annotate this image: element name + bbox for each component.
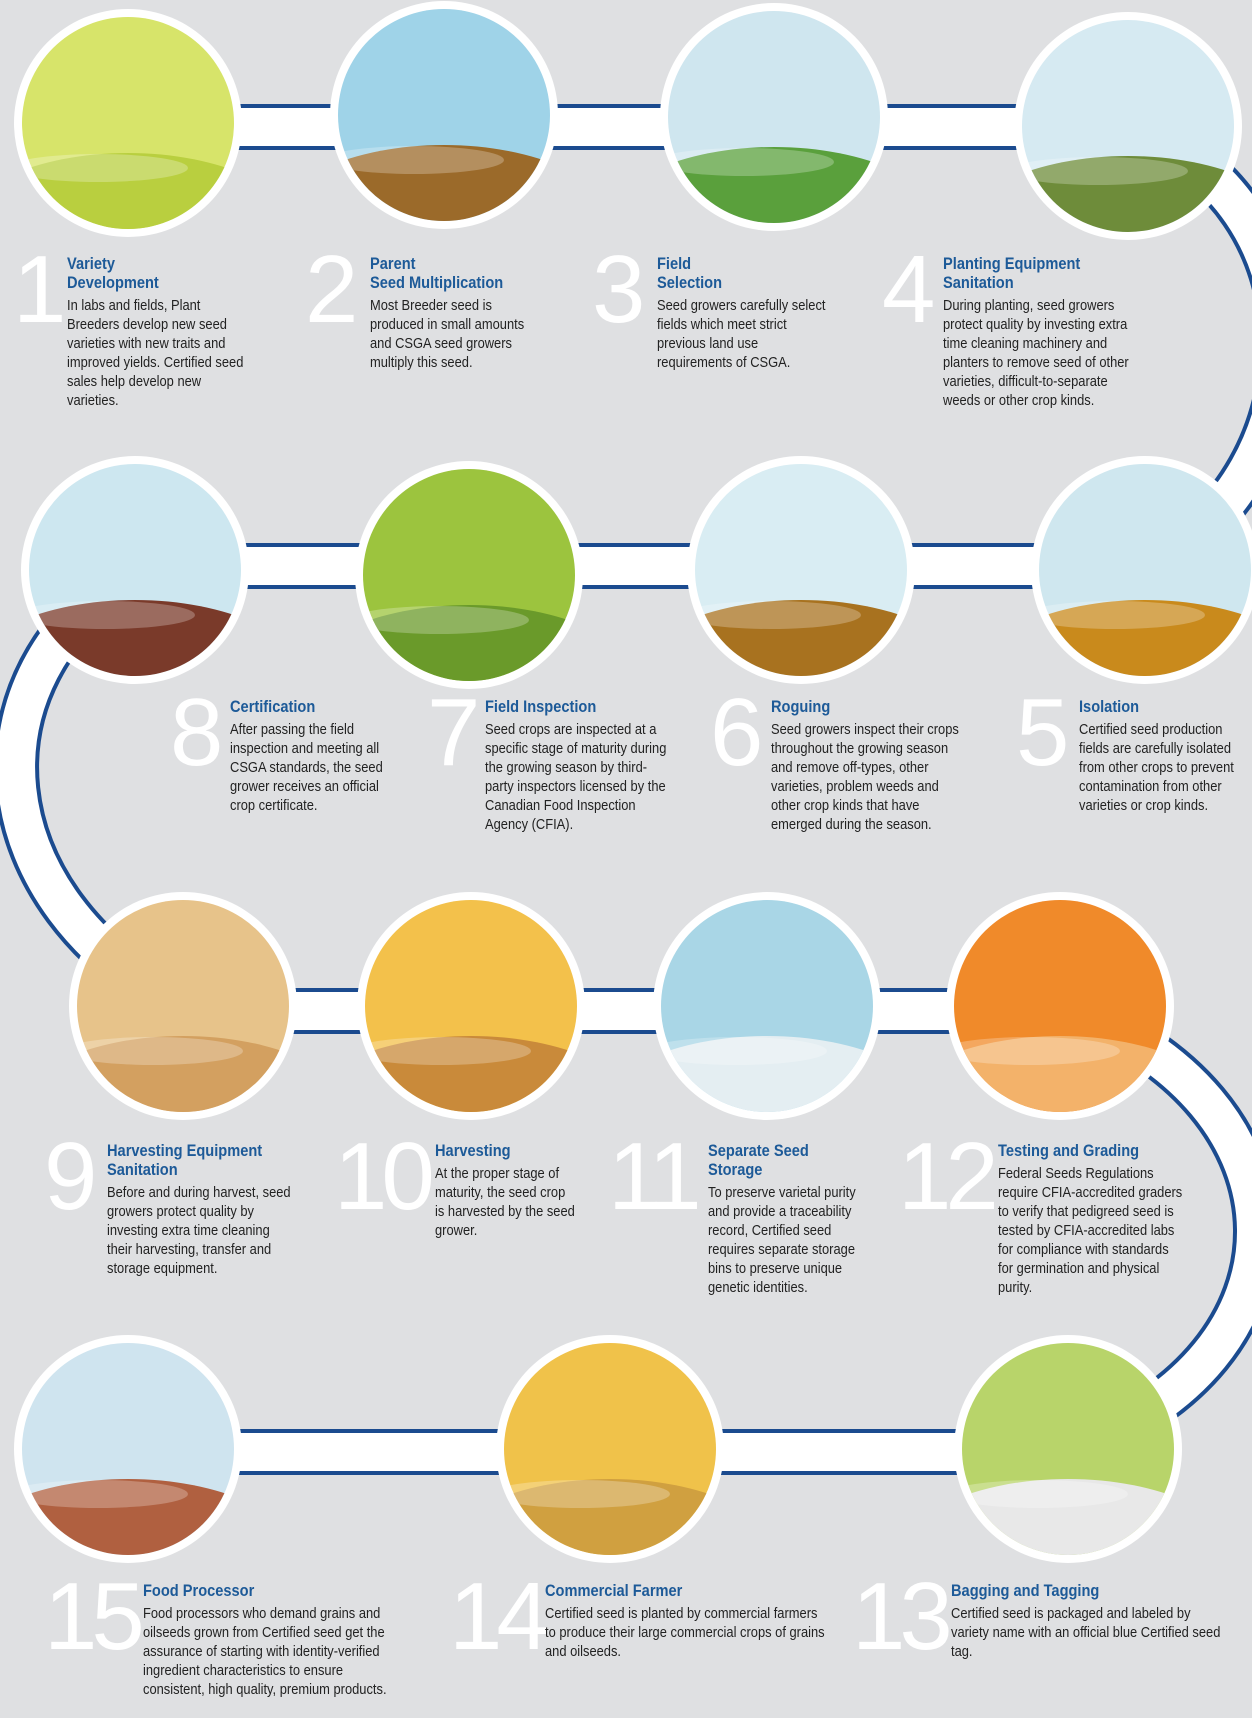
step: Testing and Grading Federal Seeds Regulat… — [998, 1141, 1183, 1297]
step-title: Harvesting Equipment Sanitation — [107, 1141, 292, 1179]
step-number: 12 — [898, 1129, 993, 1225]
step: Roguing Seed growers inspect their crops … — [771, 697, 971, 834]
step-text: Food processors who demand grains and oi… — [143, 1604, 398, 1699]
step-title: Harvesting — [435, 1141, 575, 1160]
step-text: Certified seed production fields are car… — [1079, 720, 1252, 815]
step-number: 9 — [44, 1129, 91, 1225]
step-text: In labs and fields, Plant Breeders devel… — [67, 296, 252, 410]
step-text: After passing the field inspection and m… — [230, 720, 390, 815]
step-title: Planting Equipment Sanitation — [943, 254, 1148, 292]
step-title: Field Selection — [657, 254, 827, 292]
step-text: Certified seed is planted by commercial … — [545, 1604, 830, 1661]
step-title: Testing and Grading — [998, 1141, 1183, 1160]
step: Isolation Certified seed production field… — [1079, 697, 1252, 815]
step: Harvesting Equipment Sanitation Before an… — [107, 1141, 292, 1278]
step-text: Seed crops are inspected at a specific s… — [485, 720, 670, 834]
step: Field Inspection Seed crops are inspected… — [485, 697, 670, 834]
step-title: Separate Seed Storage — [708, 1141, 863, 1179]
step-number: 14 — [449, 1569, 544, 1665]
step-text: Seed growers inspect their crops through… — [771, 720, 971, 834]
step: Food Processor Food processors who demand… — [143, 1581, 398, 1699]
step-number: 15 — [44, 1569, 139, 1665]
step-number: 7 — [427, 685, 474, 781]
step: Parent Seed Multiplication Most Breeder s… — [370, 254, 540, 372]
step: Bagging and Tagging Certified seed is pac… — [951, 1581, 1231, 1661]
step-title: Commercial Farmer — [545, 1581, 830, 1600]
step-text: During planting, seed growers protect qu… — [943, 296, 1148, 410]
step-number: 2 — [305, 242, 352, 338]
step-text: At the proper stage of maturity, the see… — [435, 1164, 575, 1240]
step: Variety Development In labs and fields, P… — [67, 254, 252, 410]
step-number: 13 — [852, 1569, 947, 1665]
step-title: Roguing — [771, 697, 971, 716]
infographic: 1Variety Development In labs and fields, … — [0, 0, 1252, 1718]
step-title: Certification — [230, 697, 390, 716]
step: Harvesting At the proper stage of maturit… — [435, 1141, 575, 1240]
step-text: To preserve varietal purity and provide … — [708, 1183, 863, 1297]
step-text: Federal Seeds Regulations require CFIA-a… — [998, 1164, 1183, 1297]
step-title: Field Inspection — [485, 697, 670, 716]
step-text: Most Breeder seed is produced in small a… — [370, 296, 540, 372]
step-number: 6 — [710, 685, 757, 781]
step: Certification After passing the field ins… — [230, 697, 390, 815]
step: Commercial Farmer Certified seed is plant… — [545, 1581, 830, 1661]
step-title: Bagging and Tagging — [951, 1581, 1231, 1600]
step-number: 11 — [608, 1129, 696, 1225]
step-title: Variety Development — [67, 254, 252, 292]
step-number: 3 — [592, 242, 639, 338]
step: Separate Seed Storage To preserve varieta… — [708, 1141, 863, 1297]
step-title: Parent Seed Multiplication — [370, 254, 540, 292]
step-number: 5 — [1016, 685, 1063, 781]
step-text: Before and during harvest, seed growers … — [107, 1183, 292, 1278]
step-text: Certified seed is packaged and labeled b… — [951, 1604, 1231, 1661]
step-number: 8 — [170, 685, 217, 781]
step-number: 1 — [13, 242, 60, 338]
step: Planting Equipment Sanitation During plan… — [943, 254, 1148, 410]
step: Field Selection Seed growers carefully se… — [657, 254, 827, 372]
step-number: 4 — [882, 242, 929, 338]
step-number: 10 — [334, 1129, 429, 1225]
step-title: Isolation — [1079, 697, 1252, 716]
step-text: Seed growers carefully select fields whi… — [657, 296, 827, 372]
step-title: Food Processor — [143, 1581, 398, 1600]
